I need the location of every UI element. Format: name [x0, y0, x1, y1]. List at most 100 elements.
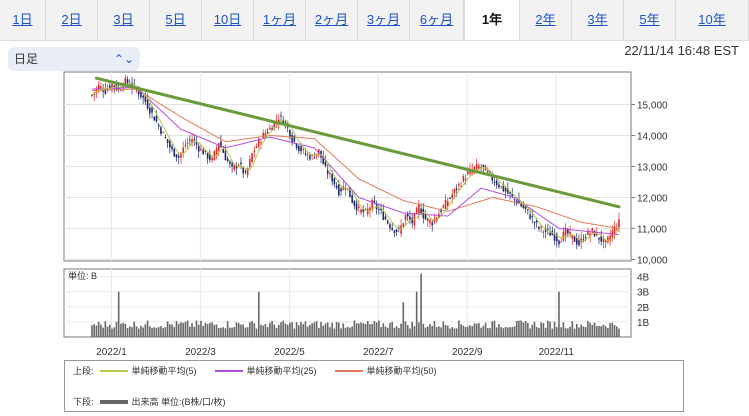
volume-bar [260, 324, 262, 337]
x-tick-label: 2022/1 [96, 347, 127, 358]
candle-body [273, 122, 276, 129]
candle-body [527, 209, 529, 211]
volume-bar [384, 326, 387, 337]
volume-bar [333, 328, 336, 337]
candle-body [124, 77, 127, 85]
candle-body [558, 240, 560, 245]
candle-period-value: 日足 [14, 52, 39, 66]
volume-bar [111, 328, 113, 337]
volume-bar [344, 327, 347, 337]
candle-body [460, 185, 462, 187]
volume-bar [217, 328, 220, 337]
candle-body [358, 206, 360, 208]
volume-bar [102, 327, 104, 337]
volume-tick-label: 2B [637, 303, 650, 314]
candle-body [393, 230, 396, 233]
candle-body [389, 224, 391, 229]
candle-body [582, 239, 585, 242]
candle-body [386, 220, 389, 224]
candle-body [140, 89, 142, 98]
volume-bar [413, 326, 416, 337]
tab-3[interactable]: 3日 [98, 0, 150, 40]
tab-1[interactable]: 1日 [0, 0, 46, 40]
candle-body [602, 238, 605, 243]
candle-body [189, 139, 191, 141]
candle-body [462, 175, 465, 182]
volume-bar [535, 327, 538, 337]
candle-body [426, 218, 429, 222]
candle-body [395, 229, 398, 232]
volume-bar [498, 323, 500, 337]
tab-8[interactable]: 3ヶ月 [358, 0, 410, 40]
candle-body [111, 84, 113, 88]
candle-body [220, 141, 222, 148]
tab-2[interactable]: 2日 [46, 0, 98, 40]
candle-body [431, 222, 434, 226]
candle-body [137, 90, 140, 95]
candle-period-select[interactable]: 日足 ⌃⌄ [8, 47, 140, 71]
tab-10[interactable]: 1年 [464, 0, 520, 40]
volume-bar [518, 320, 520, 337]
candle-body [575, 238, 578, 245]
volume-bar [487, 327, 489, 337]
tab-5[interactable]: 10日 [202, 0, 254, 40]
volume-bar [191, 323, 193, 337]
tab-11[interactable]: 2年 [520, 0, 572, 40]
candle-body [184, 145, 187, 147]
volume-bar [122, 322, 124, 337]
legend-upper-row: 上段: 単純移動平均(5) 単純移動平均(25) 単純移動平均(50) [73, 364, 449, 378]
tab-13[interactable]: 5年 [624, 0, 676, 40]
candle-body [306, 154, 309, 156]
volume-bar [395, 326, 398, 337]
tab-7[interactable]: 2ヶ月 [306, 0, 358, 40]
candle-body [409, 216, 411, 220]
price-tick-label: 13,000 [637, 163, 668, 174]
legend-ma-swatch [334, 370, 363, 372]
candle-body [420, 208, 422, 215]
tab-4[interactable]: 5日 [150, 0, 202, 40]
volume-bar [144, 324, 147, 337]
candle-body [422, 208, 425, 219]
tab-6[interactable]: 1ヶ月 [254, 0, 306, 40]
tab-12[interactable]: 3年 [572, 0, 624, 40]
candle-body [146, 99, 149, 109]
volume-bar [326, 322, 329, 337]
candle-body [564, 227, 567, 236]
volume-bar [533, 321, 536, 337]
ma50-line [91, 88, 620, 229]
volume-bar [380, 327, 382, 337]
candle-body [364, 209, 367, 211]
candle-body [206, 153, 209, 159]
candle-body [444, 199, 447, 210]
candle-body [217, 143, 220, 151]
candle-body [598, 237, 600, 240]
volume-bar [527, 322, 529, 337]
candle-body [169, 141, 171, 148]
candle-body [518, 199, 520, 204]
candle-body [331, 173, 333, 182]
candle-body [449, 197, 451, 199]
volume-bar [162, 328, 164, 337]
price-tick-label: 14,000 [637, 132, 668, 143]
candle-body [304, 153, 307, 155]
volume-bar [93, 324, 96, 337]
volume-bar [531, 324, 534, 337]
legend-ma-label: 単純移動平均(5) [131, 366, 197, 376]
volume-bar [255, 328, 258, 337]
volume-bar [204, 322, 207, 337]
candle-body [293, 135, 296, 142]
candle-body [262, 132, 265, 138]
volume-bar [358, 323, 360, 337]
candle-body [249, 158, 251, 168]
volume-bar [322, 325, 325, 337]
candle-body [144, 96, 147, 102]
tab-9[interactable]: 6ヶ月 [410, 0, 464, 40]
volume-bar [177, 323, 180, 337]
volume-bar [386, 327, 389, 337]
candle-body [231, 162, 233, 167]
volume-bar [540, 322, 542, 337]
ma25-line [92, 86, 620, 236]
legend-ma-item-2: 単純移動平均(25) [209, 364, 317, 378]
candle-body [495, 180, 498, 186]
